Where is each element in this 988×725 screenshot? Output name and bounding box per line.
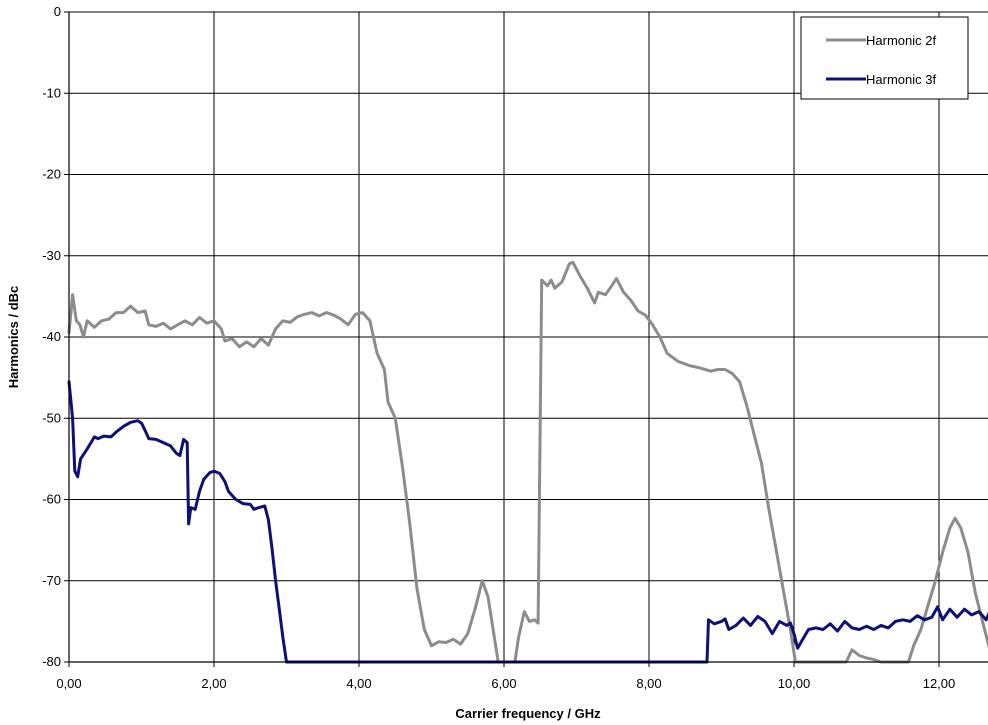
- legend-box: [800, 16, 969, 100]
- y-tick-label: -50: [42, 410, 61, 425]
- series-line-harmonic-2f: [67, 260, 988, 664]
- x-tick-label: 0,00: [56, 676, 81, 691]
- y-tick-label: -10: [42, 85, 61, 100]
- x-tick-label: 12,00: [923, 676, 956, 691]
- y-tick-label: -80: [42, 654, 61, 669]
- y-tick-label: 0: [54, 4, 61, 19]
- legend-label-harmonic-2f: Harmonic 2f: [866, 33, 936, 48]
- x-axis-title: Carrier frequency / GHz: [455, 706, 601, 721]
- x-tick-label: 10,00: [778, 676, 811, 691]
- legend: Harmonic 2f Harmonic 3f: [800, 16, 969, 100]
- x-tick-label: 8,00: [636, 676, 661, 691]
- y-tick-label: -60: [42, 492, 61, 507]
- y-tick-label: -40: [42, 329, 61, 344]
- tick-labels: 0 -10 -20 -30 -40 -50 -60 -70 -80 0,00 2,00 4,00 6,0…: [42, 4, 955, 691]
- x-tick-label: 4,00: [346, 676, 371, 691]
- x-tick-label: 6,00: [491, 676, 516, 691]
- axes: [64, 11, 988, 667]
- y-tick-label: -20: [42, 167, 61, 182]
- legend-label-harmonic-3f: Harmonic 3f: [866, 72, 936, 87]
- y-tick-label: -70: [42, 573, 61, 588]
- y-axis-title: Harmonics / dBc: [6, 286, 21, 389]
- x-tick-label: 2,00: [201, 676, 226, 691]
- y-tick-label: -30: [42, 248, 61, 263]
